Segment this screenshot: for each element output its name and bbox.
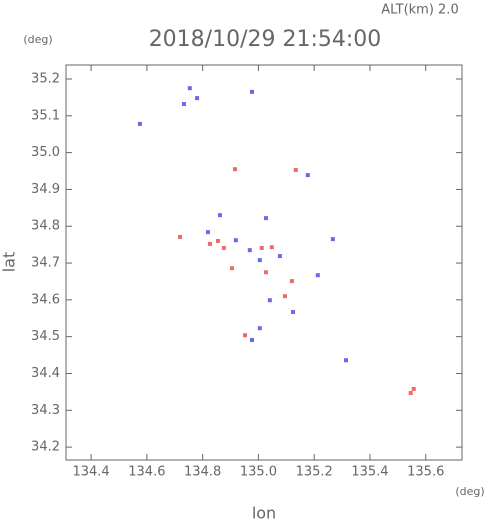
x-tick-label: 135.6 [407,465,444,480]
x-tick-label: 134.8 [184,465,221,480]
y-tick-label: 35.1 [31,108,60,123]
x-unit: (deg) [455,485,484,498]
point [181,102,186,107]
y-tick-label: 34.4 [31,366,60,381]
point [247,248,252,253]
point [282,294,287,299]
point [289,279,294,284]
x-tick-label: 135.2 [296,465,333,480]
point [229,266,234,271]
point [263,270,268,275]
point [269,245,274,250]
point [408,391,413,396]
point [291,310,296,315]
y-tick-label: 34.6 [31,292,60,307]
point [293,167,298,172]
point [232,167,237,172]
point [137,121,142,126]
chart-title: 2018/10/29 21:54:00 [149,27,382,52]
point [250,89,255,94]
point [305,173,310,178]
point [330,237,335,242]
point [257,326,262,331]
y-tick-label: 34.7 [31,256,60,271]
point [187,86,192,91]
y-axis-label: lat [0,252,19,273]
y-tick-label: 35.0 [31,145,60,160]
point [411,386,416,391]
point [257,258,262,263]
point [243,333,248,338]
y-tick-label: 34.3 [31,403,60,418]
chart-subtitle: ALT(km) 2.0 [381,3,458,18]
y-tick-label: 34.5 [31,329,60,344]
point [259,245,264,250]
point [277,254,282,259]
x-tick-label: 134.4 [72,465,109,480]
point [217,213,222,218]
plot-frame [65,64,463,461]
point [263,216,268,221]
y-tick-label: 34.2 [31,440,60,455]
point [215,238,220,243]
point [343,358,348,363]
x-tick-label: 134.6 [128,465,165,480]
y-tick-label: 34.8 [31,219,60,234]
point [267,298,272,303]
point [315,273,320,278]
y-unit: (deg) [23,33,52,46]
x-tick-label: 135.0 [240,465,277,480]
point [207,241,212,246]
point [233,238,238,243]
point [250,337,255,342]
y-tick-label: 35.2 [31,71,60,86]
point [195,96,200,101]
x-tick-label: 135.4 [351,465,388,480]
point [178,234,183,239]
y-tick-label: 34.9 [31,182,60,197]
x-axis-label: lon [252,504,276,521]
point [205,230,210,235]
point [221,245,226,250]
